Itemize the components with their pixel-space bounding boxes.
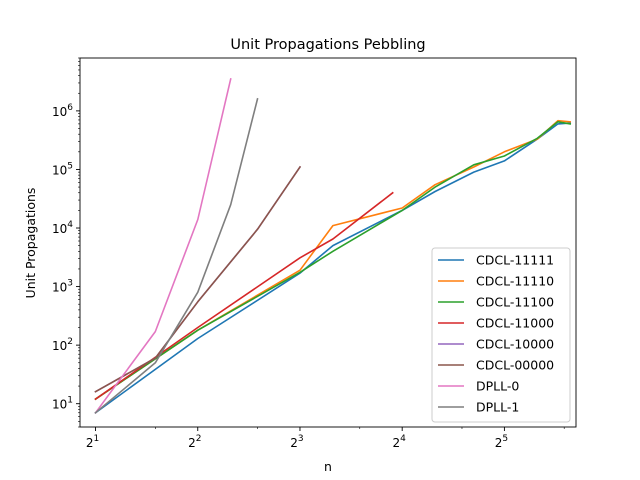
x-tick-label-0: 21 xyxy=(86,434,99,450)
chart-title: Unit Propagations Pebbling xyxy=(230,37,425,53)
series-line-cdcl-11100 xyxy=(94,121,572,401)
legend-label-cdcl-11000: CDCL-11000 xyxy=(476,316,554,331)
legend-label-dpll-0: DPLL-0 xyxy=(476,379,519,394)
legend-label-cdcl-11100: CDCL-11100 xyxy=(476,295,554,310)
y-tick-label-4: 105 xyxy=(52,161,73,177)
y-tick-label-5: 106 xyxy=(52,103,73,119)
legend-box xyxy=(431,247,571,423)
legend-label-cdcl-11110: CDCL-11110 xyxy=(476,274,554,289)
plot-frame xyxy=(79,57,577,428)
y-tick-label-1: 102 xyxy=(52,337,73,353)
plot-lines xyxy=(94,78,572,414)
x-tick-label-2: 23 xyxy=(290,434,303,450)
legend-label-dpll-1: DPLL-1 xyxy=(476,400,519,415)
y-tick-label-2: 103 xyxy=(52,279,73,295)
series-line-cdcl-00000 xyxy=(94,165,302,393)
x-tick-label-4: 25 xyxy=(495,434,508,450)
y-axis-label: Unit Propagations xyxy=(23,188,38,299)
y-tick-label-3: 104 xyxy=(52,220,73,236)
axes: 21 22 23 24 25 101 102 103 104 105 106 xyxy=(52,57,577,450)
series-line-cdcl-11000 xyxy=(94,191,394,401)
x-tick-label-3: 24 xyxy=(392,434,406,450)
series-line-dpll-0 xyxy=(94,78,232,414)
legend-label-cdcl-11111: CDCL-11111 xyxy=(476,253,554,268)
y-tick-label-0: 101 xyxy=(52,396,73,412)
legend-label-cdcl-00000: CDCL-00000 xyxy=(476,358,554,373)
legend-label-cdcl-10000: CDCL-10000 xyxy=(476,337,554,352)
x-tick-label-1: 22 xyxy=(188,434,201,450)
legend: CDCL-11111 CDCL-11110 CDCL-11100 CDCL-11000… xyxy=(431,247,571,423)
x-axis-label: n xyxy=(324,459,332,474)
series-line-dpll-1 xyxy=(94,97,259,414)
